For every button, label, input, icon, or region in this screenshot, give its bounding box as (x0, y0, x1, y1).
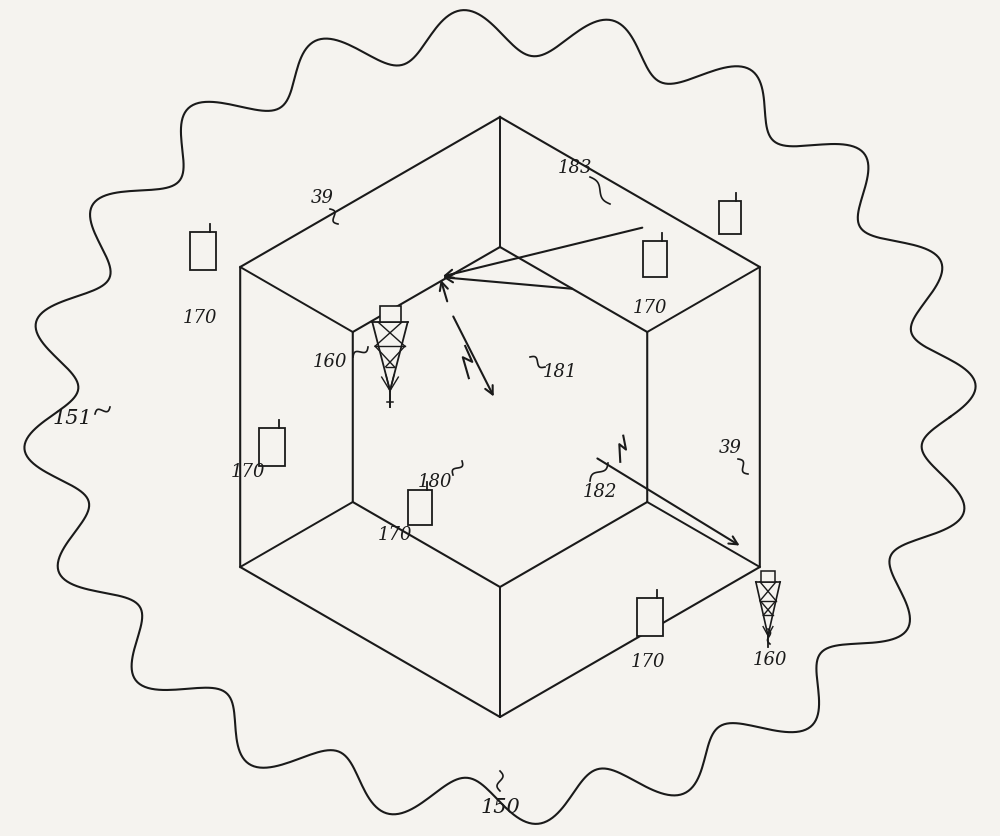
Text: 160: 160 (313, 353, 347, 370)
Bar (408, 490, 432, 525)
Bar (761, 571, 775, 582)
Polygon shape (240, 118, 760, 717)
Bar (380, 307, 401, 323)
Text: 181: 181 (543, 363, 577, 380)
Bar (643, 242, 667, 278)
Text: 160: 160 (753, 650, 787, 668)
Text: 170: 170 (378, 525, 412, 543)
Text: 170: 170 (631, 652, 665, 670)
Text: 183: 183 (558, 159, 592, 176)
Text: 170: 170 (231, 462, 265, 481)
Text: 170: 170 (633, 298, 667, 317)
Text: 151: 151 (52, 408, 92, 427)
Polygon shape (24, 11, 976, 824)
Bar (637, 599, 663, 636)
Text: 170: 170 (183, 308, 217, 327)
Bar (719, 201, 741, 234)
Bar (190, 232, 216, 271)
Text: 39: 39 (311, 189, 334, 206)
Text: 182: 182 (583, 482, 617, 501)
Bar (259, 429, 285, 466)
Text: 39: 39 (718, 438, 742, 456)
Text: 150: 150 (480, 798, 520, 817)
Text: 180: 180 (418, 472, 452, 491)
